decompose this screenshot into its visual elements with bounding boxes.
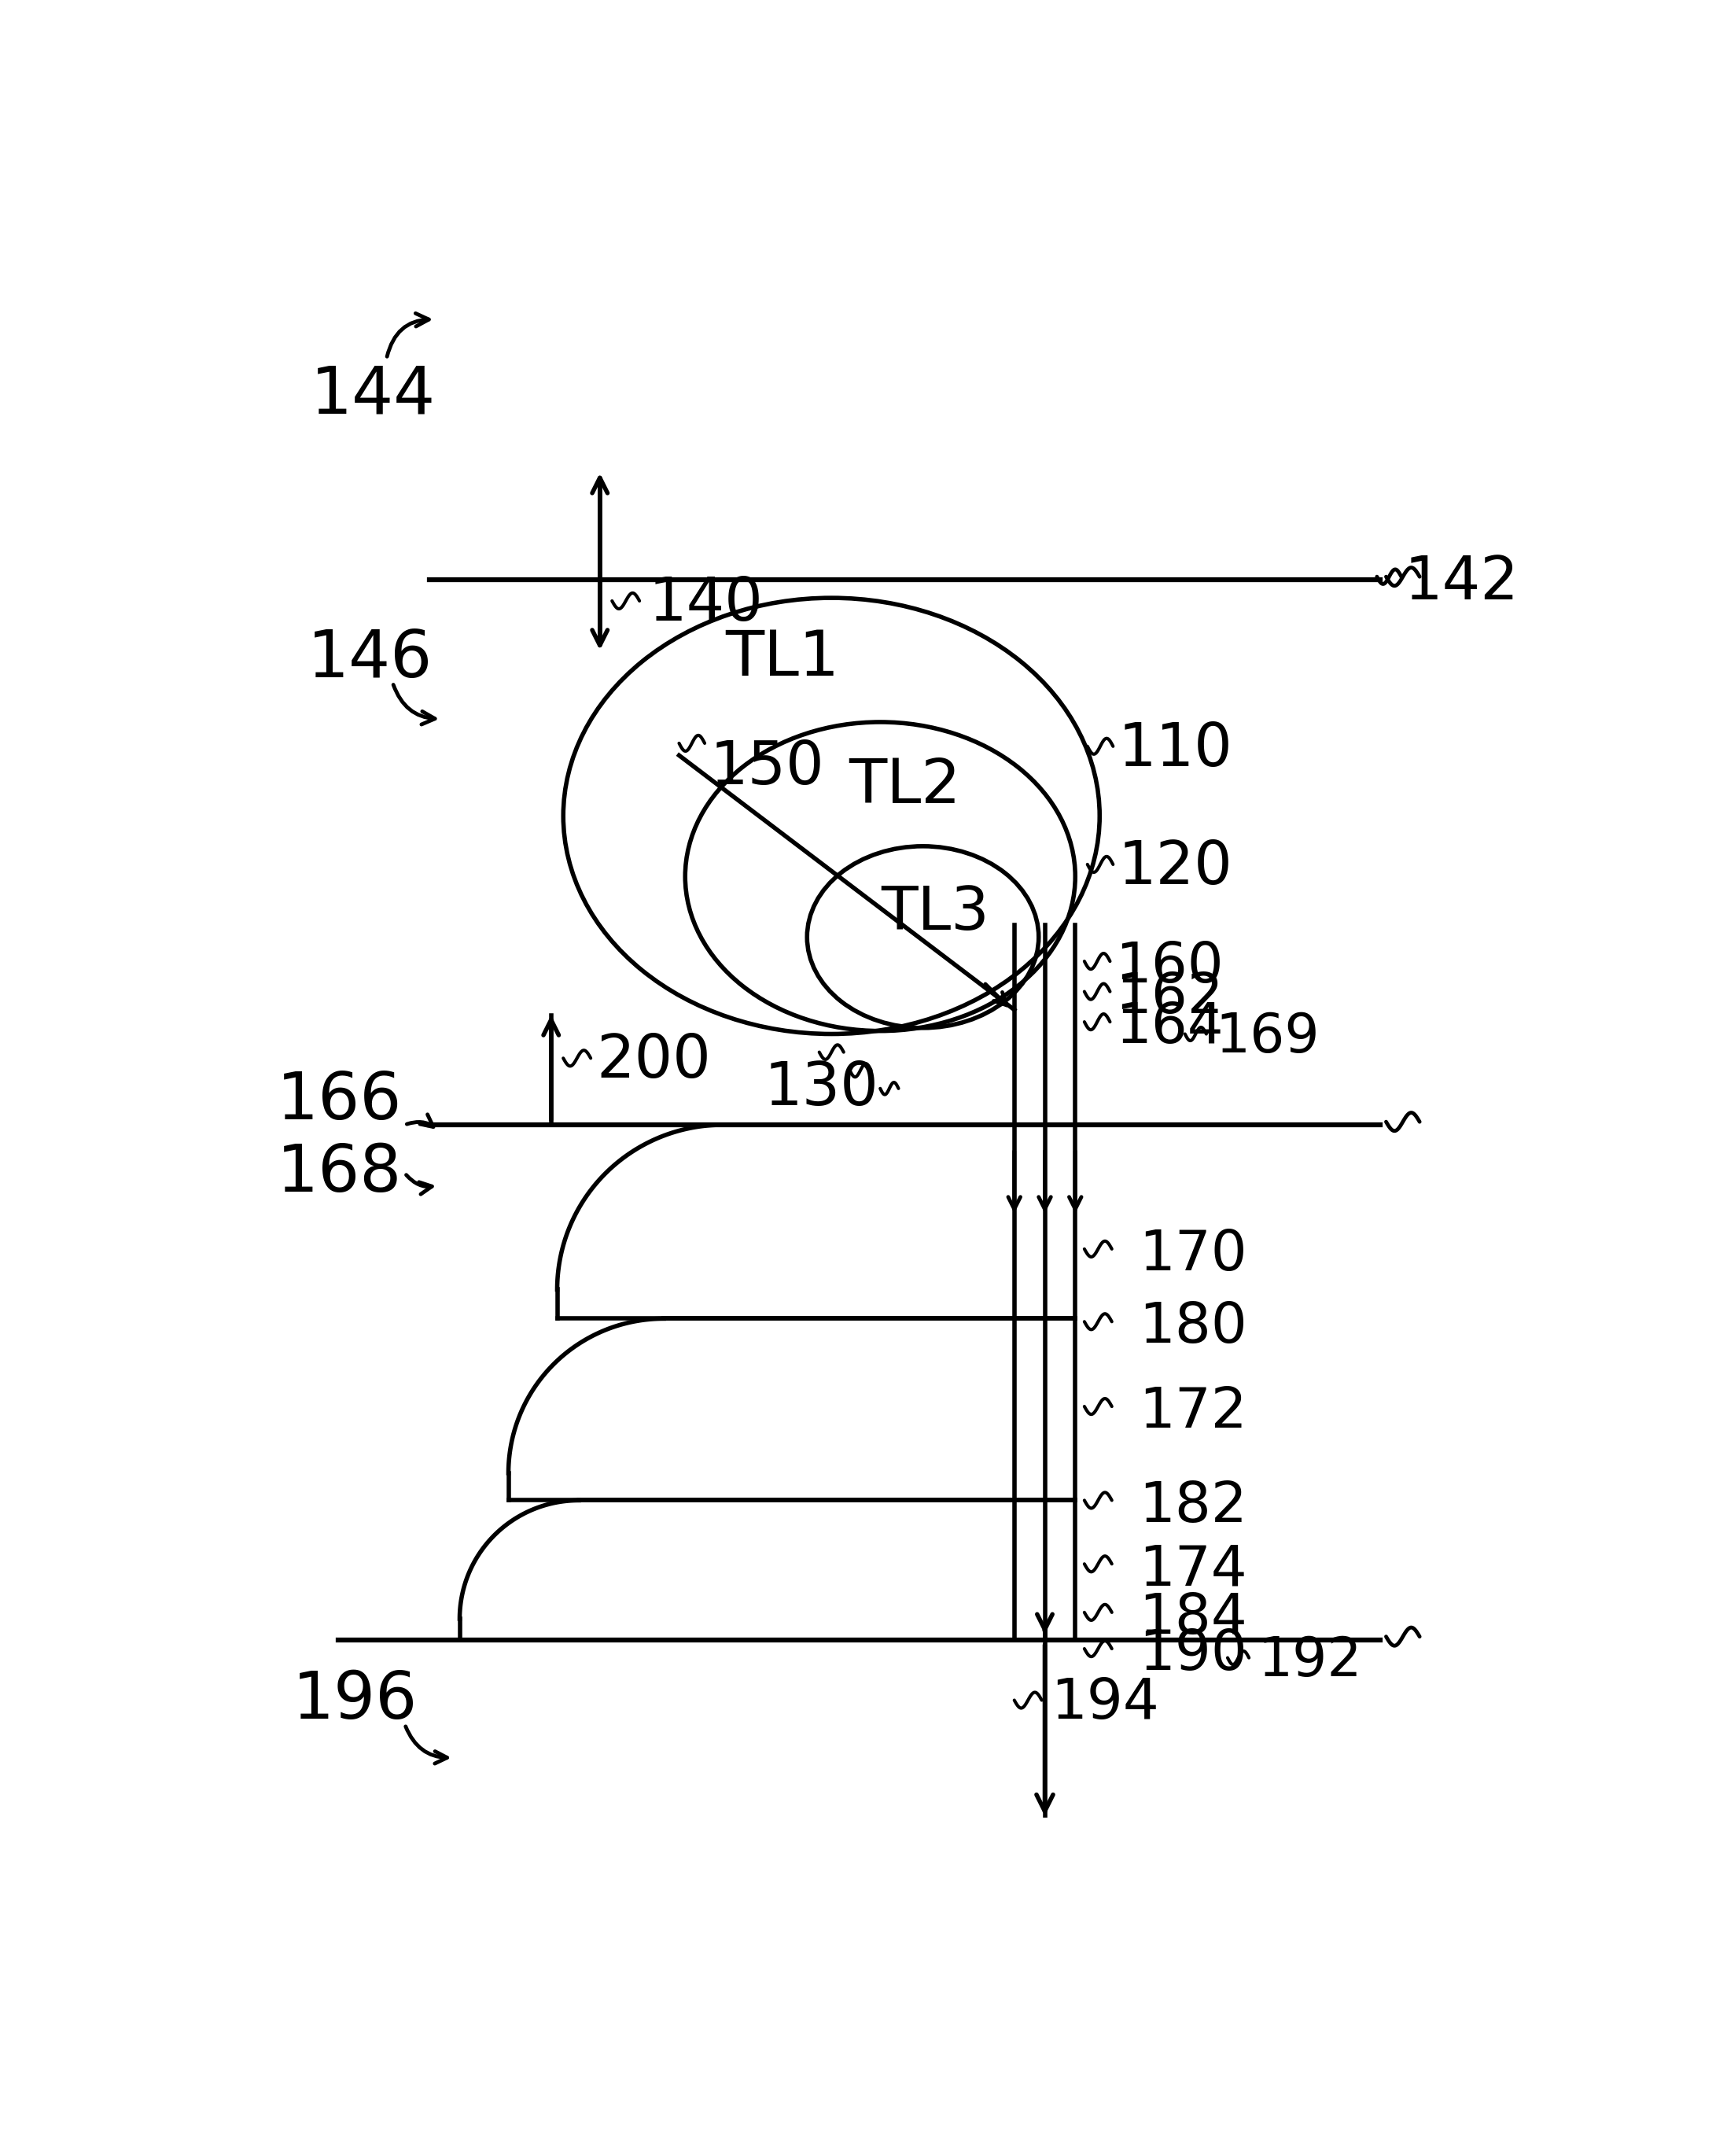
Text: 168: 168 bbox=[276, 1141, 402, 1205]
Text: 196: 196 bbox=[292, 1669, 418, 1731]
Text: 144: 144 bbox=[311, 362, 435, 427]
Text: 110: 110 bbox=[1117, 720, 1233, 778]
Text: 184: 184 bbox=[1140, 1591, 1247, 1645]
Text: TL2: TL2 bbox=[848, 757, 960, 815]
Text: 150: 150 bbox=[710, 737, 824, 796]
Text: 140: 140 bbox=[649, 576, 763, 634]
Text: 172: 172 bbox=[1140, 1386, 1247, 1440]
Text: 146: 146 bbox=[307, 627, 432, 690]
Text: TL3: TL3 bbox=[881, 884, 990, 942]
Text: 180: 180 bbox=[1140, 1300, 1247, 1354]
Text: 194: 194 bbox=[1050, 1675, 1159, 1731]
Text: 142: 142 bbox=[1404, 554, 1520, 612]
Text: 182: 182 bbox=[1140, 1479, 1247, 1533]
Text: 164: 164 bbox=[1116, 1000, 1223, 1054]
Text: 130: 130 bbox=[765, 1059, 879, 1117]
Text: 170: 170 bbox=[1140, 1229, 1247, 1283]
Text: 190: 190 bbox=[1140, 1628, 1247, 1682]
Text: 174: 174 bbox=[1140, 1544, 1247, 1598]
Text: 160: 160 bbox=[1116, 940, 1223, 994]
Text: 200: 200 bbox=[598, 1033, 712, 1091]
Text: 192: 192 bbox=[1257, 1634, 1363, 1688]
Text: 169: 169 bbox=[1216, 1011, 1319, 1063]
Text: 162: 162 bbox=[1116, 970, 1223, 1024]
Text: TL1: TL1 bbox=[725, 627, 839, 690]
Text: 120: 120 bbox=[1117, 839, 1233, 897]
Text: 166: 166 bbox=[276, 1069, 402, 1132]
